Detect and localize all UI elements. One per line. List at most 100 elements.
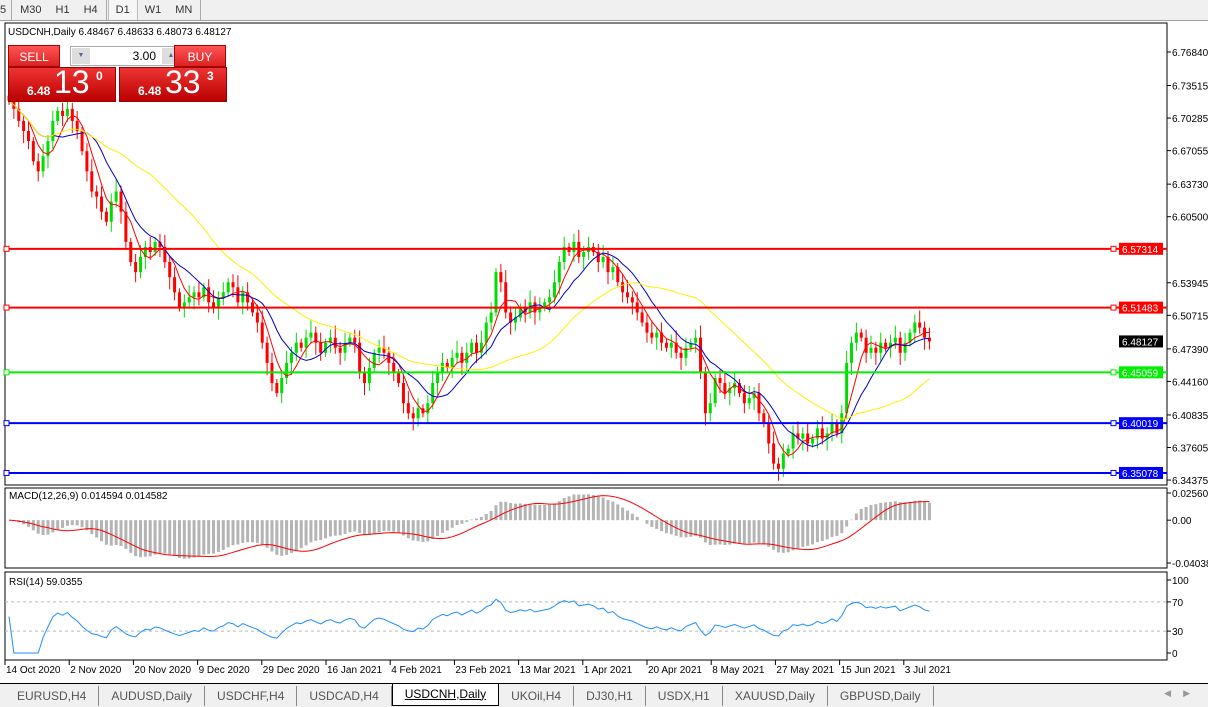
macd-histogram-bar <box>694 520 698 536</box>
candle-body <box>903 342 907 353</box>
candle <box>173 267 177 301</box>
tab-scroll-arrows[interactable]: ◀▶ <box>1164 688 1202 698</box>
timeframe-w1[interactable]: W1 <box>144 4 162 16</box>
tab-usdcnh-daily[interactable]: USDCNH,Daily <box>391 683 500 706</box>
macd-histogram-bar <box>41 520 45 536</box>
candle <box>747 386 751 410</box>
candle <box>606 250 610 285</box>
macd-histogram-bar <box>548 504 552 521</box>
candle <box>328 329 332 353</box>
macd-histogram-bar <box>80 520 84 528</box>
candle-body <box>382 347 386 353</box>
sell-button[interactable]: SELL <box>8 45 60 67</box>
candle-body <box>718 377 722 384</box>
candle <box>143 240 147 270</box>
macd-histogram-bar <box>56 520 60 530</box>
price-tick-label: 6.63730 <box>1172 180 1208 191</box>
tab-xauusd-daily[interactable]: XAUUSD,Daily <box>723 685 828 706</box>
macd-histogram-bar <box>470 519 474 521</box>
macd-histogram-bar <box>728 520 732 545</box>
candle-body <box>231 282 235 288</box>
candle-body <box>299 342 303 348</box>
candle-body <box>596 251 600 263</box>
macd-histogram-bar <box>187 520 191 559</box>
macd-histogram-bar <box>309 520 313 543</box>
sell-price-big: 13 <box>54 64 90 100</box>
candle-body <box>289 352 293 363</box>
macd-histogram-bar <box>338 520 342 536</box>
candle <box>299 338 303 352</box>
macd-histogram-bar <box>791 520 795 551</box>
candle <box>845 350 849 420</box>
macd-histogram-bar <box>830 520 834 538</box>
candle-body <box>280 377 284 394</box>
candle-body <box>499 272 503 283</box>
candle-body <box>552 282 556 298</box>
candle-body <box>70 108 74 121</box>
tab-audusd-daily[interactable]: AUDUSD,Daily <box>99 685 206 706</box>
timeframe-5[interactable]: 5 <box>0 4 7 16</box>
tab-usdcad-h4[interactable]: USDCAD,H4 <box>297 685 392 706</box>
macd-histogram-bar <box>747 520 751 544</box>
macd-histogram-bar <box>148 520 152 557</box>
candle-body <box>358 342 362 373</box>
date-tick-label: 20 Nov 2020 <box>134 665 191 676</box>
macd-histogram-bar <box>591 494 595 521</box>
lot-decrease-button[interactable]: ▼ <box>72 48 90 64</box>
timeframe-m30[interactable]: M30 <box>20 4 42 16</box>
price-chart[interactable]: 6.76840 6.73515 6.70285 6.67055 6.63730 6.605… <box>0 0 1208 683</box>
candle <box>884 338 888 352</box>
timeframe-h1[interactable]: H1 <box>55 4 70 16</box>
tab-gbpusd-daily[interactable]: GBPUSD,Daily <box>828 685 934 706</box>
lot-size-input[interactable]: ▼ 3.00 ▲ <box>70 46 182 66</box>
buy-button[interactable]: BUY <box>174 45 226 67</box>
tab-usdchf-h4[interactable]: USDCHF,H4 <box>205 685 298 706</box>
timeframe-d1[interactable]: D1 <box>107 0 138 20</box>
date-tick-label: 13 Mar 2021 <box>520 665 577 676</box>
tab-usdx-h1[interactable]: USDX,H1 <box>646 685 723 706</box>
candle-body <box>776 463 780 469</box>
candle <box>426 395 430 424</box>
price-tick-label: 6.47390 <box>1172 345 1208 356</box>
price-tick-label: 6.50715 <box>1172 311 1208 322</box>
candle <box>51 110 55 150</box>
candle-body <box>806 433 810 444</box>
candle-body <box>187 297 191 303</box>
macd-histogram-bar <box>611 501 615 521</box>
candle-body <box>440 362 444 373</box>
candle <box>850 336 854 375</box>
candle <box>781 443 785 477</box>
candle <box>387 346 391 375</box>
macd-histogram-bar <box>109 520 113 546</box>
macd-tick-label: 0.025609 <box>1172 489 1208 500</box>
tab-dj30-h1[interactable]: DJ30,H1 <box>574 685 646 706</box>
candle-body <box>319 342 323 353</box>
current-price-label: 6.48127 <box>1122 337 1159 348</box>
macd-histogram-bar <box>153 520 157 555</box>
sell-price[interactable]: 6.48 13 0 <box>8 64 116 102</box>
candle <box>226 278 230 297</box>
macd-histogram-bar <box>270 520 274 552</box>
candle-body <box>669 342 673 348</box>
macd-histogram-bar <box>762 520 766 545</box>
timeframe-mn[interactable]: MN <box>175 4 193 16</box>
candle <box>406 391 410 420</box>
macd-histogram-bar <box>265 520 269 548</box>
candle-body <box>845 362 849 414</box>
macd-histogram-bar <box>280 520 284 556</box>
level-price-label: 6.45059 <box>1122 368 1159 379</box>
candle <box>640 308 644 327</box>
level-handle <box>3 304 10 311</box>
candle-body <box>470 342 474 353</box>
tab-ukoil-h4[interactable]: UKOil,H4 <box>499 685 575 706</box>
candle <box>221 282 225 306</box>
candle-body <box>226 282 230 293</box>
candle <box>513 307 517 331</box>
separator <box>200 0 202 20</box>
timeframe-h4[interactable]: H4 <box>83 4 98 16</box>
tab-eurusd-h4[interactable]: EURUSD,H4 <box>5 685 100 706</box>
candle-body <box>796 433 800 439</box>
candle <box>182 294 186 318</box>
macd-histogram-bar <box>893 501 897 521</box>
buy-price[interactable]: 6.48 33 3 <box>119 64 227 102</box>
